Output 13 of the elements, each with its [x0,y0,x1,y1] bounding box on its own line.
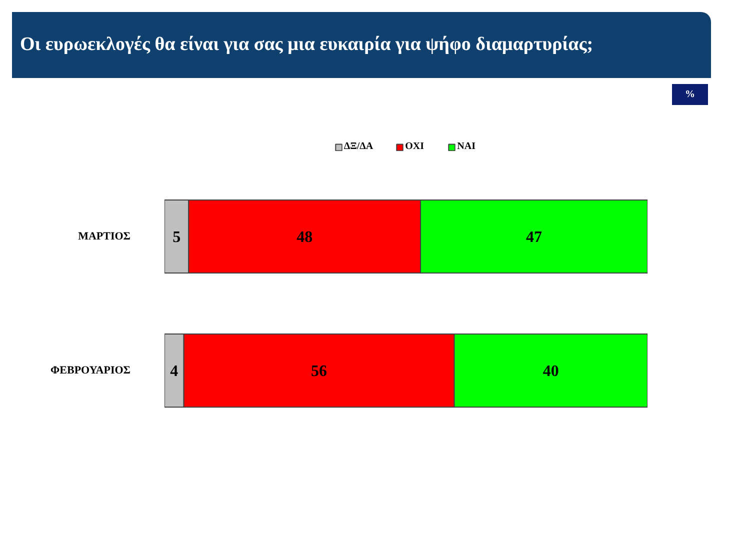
legend-label: ΝΑΙ [457,141,476,152]
legend-label: ΔΞ/ΔΑ [344,141,374,152]
data-label: 56 [311,363,328,380]
data-label: 40 [542,363,559,380]
legend-label: ΟΧΙ [405,141,426,152]
data-label: 47 [526,229,542,246]
y-tick-label: ΜΑΡΤΙΟΣ [78,230,131,243]
chart-title: Οι ευρωεκλογές θα είναι για σας μια ευκαιρία για ψήφο διαμαρτυρίας; [19,33,594,58]
text: % [672,84,708,105]
data-label: 5 [172,229,181,246]
data-label: 48 [296,229,313,246]
data-label: 4 [170,363,178,380]
y-tick-label: ΦΕΒΡΟΥΑΡΙΟΣ [50,364,131,377]
